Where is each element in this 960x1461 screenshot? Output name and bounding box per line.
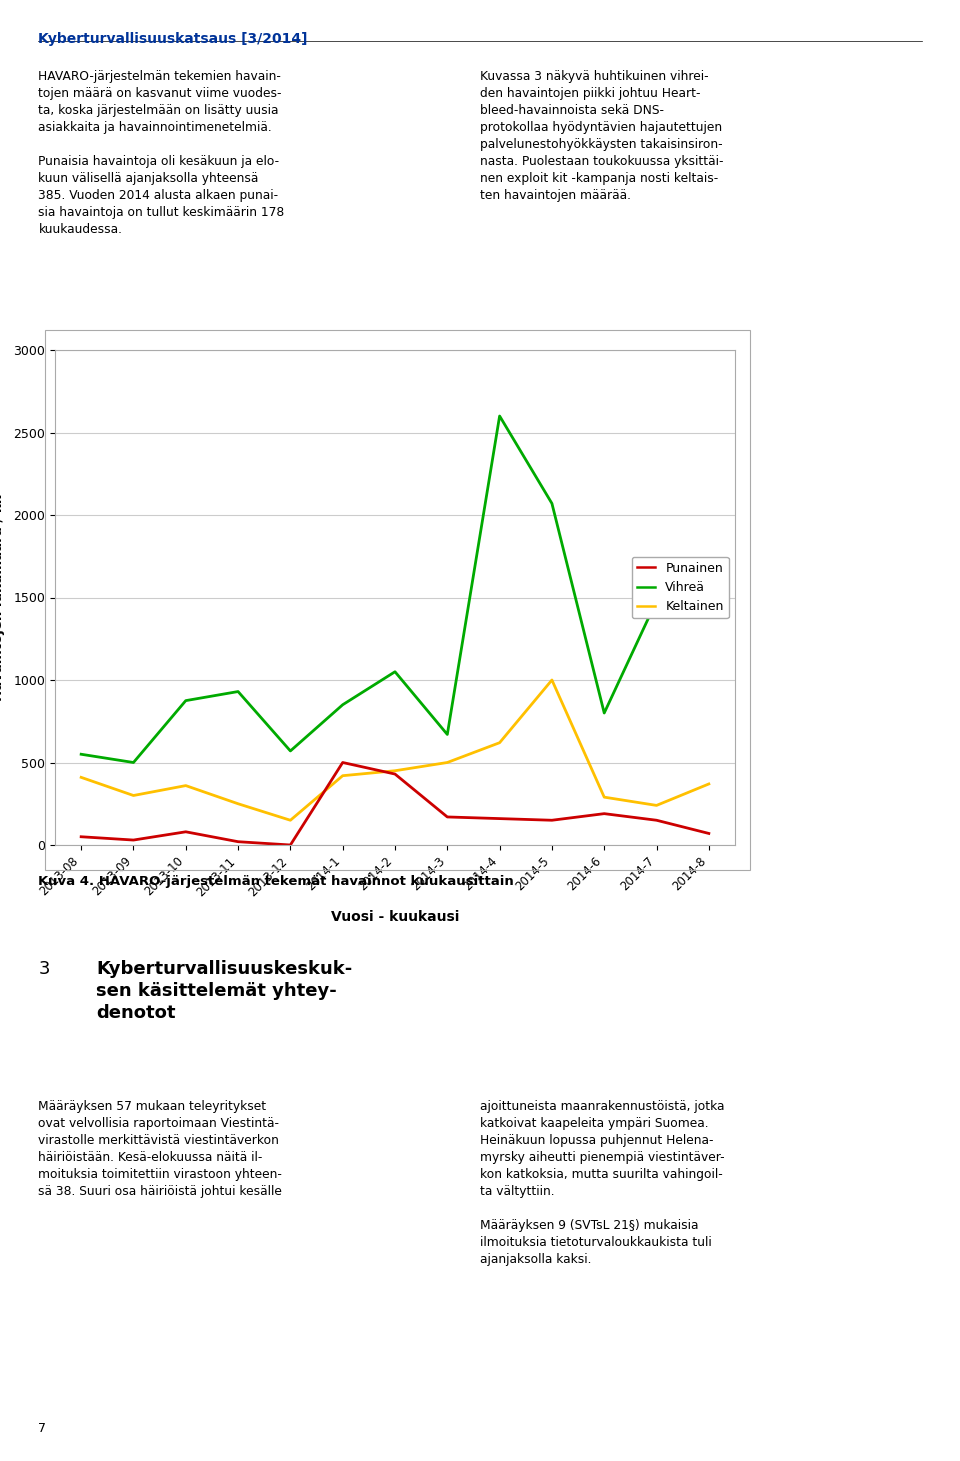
Y-axis label: Havaintojen lukumäärä / kk: Havaintojen lukumäärä / kk — [0, 494, 5, 701]
Legend: Punainen, Vihreä, Keltainen: Punainen, Vihreä, Keltainen — [632, 557, 729, 618]
X-axis label: Vuosi - kuukausi: Vuosi - kuukausi — [331, 910, 459, 923]
Text: 7: 7 — [38, 1422, 46, 1435]
Text: Kyberturvallisuuskeskuk-
sen käsittelemät yhtey-
denotot: Kyberturvallisuuskeskuk- sen käsittelemä… — [96, 960, 352, 1023]
Text: Määräyksen 57 mukaan teleyritykset
ovat velvollisia raportoimaan Viestintä-
vira: Määräyksen 57 mukaan teleyritykset ovat … — [38, 1100, 282, 1198]
Text: ajoittuneista maanrakennustöistä, jotka
katkoivat kaapeleita ympäri Suomea.
Hein: ajoittuneista maanrakennustöistä, jotka … — [480, 1100, 725, 1267]
Text: HAVARO-järjestelmän tekemien havain-
tojen määrä on kasvanut viime vuodes-
ta, k: HAVARO-järjestelmän tekemien havain- toj… — [38, 70, 285, 237]
Text: 3: 3 — [38, 960, 50, 977]
Text: Kuvassa 3 näkyvä huhtikuinen vihrei-
den havaintojen piikki johtuu Heart-
bleed-: Kuvassa 3 näkyvä huhtikuinen vihrei- den… — [480, 70, 724, 202]
Text: Kyberturvallisuuskatsaus [3/2014]: Kyberturvallisuuskatsaus [3/2014] — [38, 32, 308, 47]
Text: Kuva 4. HAVARO-järjestelmän tekemät havainnot kuukausittain: Kuva 4. HAVARO-järjestelmän tekemät hava… — [38, 875, 515, 888]
